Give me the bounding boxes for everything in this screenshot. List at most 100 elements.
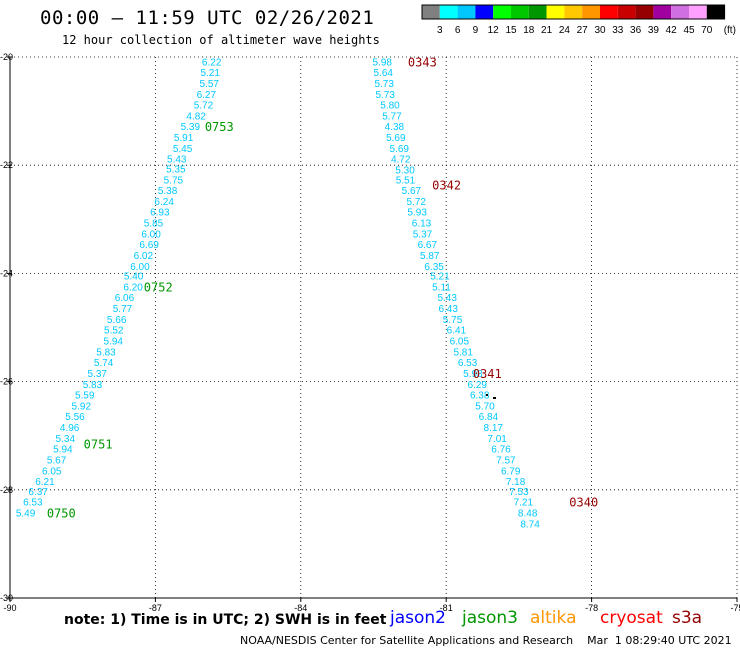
s3a-swh-label: 5.51 — [396, 175, 416, 186]
jason3-swh-label: 5.40 — [124, 272, 144, 283]
s3a-time-label: 0342 — [432, 179, 461, 193]
jason3-swh-label: 5.91 — [174, 133, 194, 144]
jason3-swh-label: 6.02 — [134, 251, 154, 262]
s3a-swh-label: 4.38 — [385, 122, 405, 133]
jason3-swh-label: 5.38 — [158, 186, 178, 197]
jason3-swh-label: 6.06 — [115, 293, 135, 304]
colorbar-label: 36 — [630, 25, 642, 36]
s3a-swh-label: 6.76 — [491, 445, 511, 456]
s3a-swh-label: 4.72 — [391, 155, 411, 166]
s3a-swh-label: 5.77 — [382, 111, 402, 122]
colorbar-frame — [421, 4, 726, 20]
legend-jason2: jason2 — [390, 608, 446, 628]
jason3-swh-label: 6.20 — [123, 282, 143, 293]
y-tick-label: -20 — [0, 52, 13, 62]
jason3-swh-label: 5.72 — [194, 101, 214, 112]
colorbar-swatch — [439, 5, 458, 19]
colorbar-label: 70 — [701, 25, 713, 36]
footer-note: note: 1) Time is in UTC; 2) SWH is in fe… — [64, 612, 387, 628]
jason3-swh-label: 5.94 — [53, 445, 73, 456]
jason3-swh-label: 6.05 — [42, 466, 62, 477]
legend-cryosat: cryosat — [600, 608, 663, 628]
y-tick-label: -28 — [0, 485, 13, 495]
s3a-swh-label: 5.81 — [453, 347, 473, 358]
colorbar-swatch — [493, 5, 511, 19]
jason3-swh-label: 6.21 — [35, 477, 55, 488]
x-tick-label: -78 — [585, 603, 598, 613]
x-tick-label: -87 — [149, 603, 162, 613]
colorbar-label: 21 — [541, 25, 553, 36]
jason3-swh-label: 5.92 — [72, 401, 92, 412]
s3a-swh-label: 6.13 — [412, 219, 432, 230]
s3a-swh-label: 5.98 — [373, 57, 393, 68]
y-tick-label: -30 — [0, 593, 13, 603]
jason3-time-label: 0753 — [205, 120, 234, 134]
s3a-swh-label: 6.29 — [468, 380, 488, 391]
colorbar-label: 33 — [612, 25, 624, 36]
jason3-swh-label: 5.66 — [107, 315, 127, 326]
y-tick-label: -22 — [0, 160, 13, 170]
colorbar-legend: 3 6 9 12 15 18 21 24 27 30 33 36 39 42 45 70 (ft) — [421, 4, 736, 36]
colorbar-label: 39 — [648, 25, 660, 36]
s3a-swh-label: 5.37 — [413, 229, 433, 240]
chart-subtitle: 12 hour collection of altimeter wave hei… — [62, 33, 380, 47]
jason3-swh-label: 6.53 — [23, 498, 43, 509]
s3a-swh-label: 5.67 — [402, 186, 422, 197]
jason3-swh-label: 6.27 — [197, 90, 217, 101]
colorbar-label: 30 — [594, 25, 606, 36]
colorbar-swatch — [564, 5, 583, 19]
s3a-swh-label: 7.57 — [496, 456, 516, 467]
jason3-time-label: 0752 — [144, 280, 173, 294]
legend-altika: altika — [530, 608, 577, 628]
s3a-swh-label: 5.70 — [475, 401, 495, 412]
colorbar-label: 24 — [559, 25, 571, 36]
jason3-swh-label: 6.37 — [28, 487, 48, 498]
jason3-swh-label: 5.83 — [83, 380, 103, 391]
x-tick-label: -75 — [730, 603, 740, 613]
jason3-swh-label: 5.56 — [65, 412, 85, 423]
s3a-swh-label: 5.11 — [432, 282, 451, 293]
jason3-swh-label: 5.45 — [173, 144, 193, 155]
jason3-swh-label: 5.85 — [144, 219, 164, 230]
jason3-swh-label: 5.37 — [88, 369, 108, 380]
jason3-swh-label: 5.52 — [104, 326, 124, 337]
jason3-swh-label: 5.59 — [75, 391, 95, 402]
colorbar-swatch — [475, 5, 494, 19]
legend-s3a: s3a — [672, 608, 703, 628]
colorbar-swatch — [457, 5, 476, 19]
s3a-swh-label: 5.64 — [374, 68, 394, 79]
jason3-swh-label: 5.21 — [200, 68, 220, 79]
colorbar-label: 27 — [577, 25, 589, 36]
jason3-swh-label: 5.75 — [164, 175, 184, 186]
s3a-swh-label: 7.53 — [509, 487, 529, 498]
colorbar-swatch — [546, 5, 565, 19]
colorbar-swatch — [511, 5, 529, 19]
s3a-swh-label: 5.73 — [375, 90, 395, 101]
s3a-swh-label: 6.05 — [450, 336, 470, 347]
colorbar-label: 6 — [455, 25, 461, 36]
s3a-swh-label: 7.21 — [514, 498, 534, 509]
jason3-swh-label: 5.49 — [16, 509, 36, 520]
s3a-swh-label: 5.98 — [463, 369, 483, 380]
jason3-swh-label: 6.00 — [141, 229, 161, 240]
s3a-swh-label: 6.41 — [447, 326, 467, 337]
chart-title: 00:00 – 11:59 UTC 02/26/2021 — [40, 7, 375, 29]
jason3-swh-label: 5.83 — [96, 347, 116, 358]
s3a-swh-label: 5.43 — [437, 293, 457, 304]
s3a-swh-label: 6.43 — [438, 304, 458, 315]
s3a-swh-label: 8.17 — [484, 423, 504, 434]
s3a-swh-label: 5.30 — [395, 166, 415, 177]
colorbar-label: 42 — [666, 25, 678, 36]
colorbar-swatch — [706, 5, 725, 19]
s3a-swh-label: 5.69 — [386, 133, 406, 144]
jason3-swh-label: 6.93 — [150, 208, 170, 219]
s3a-swh-label: 5.87 — [420, 251, 440, 262]
jason3-swh-label: 6.24 — [154, 197, 174, 208]
y-tick-label: -24 — [0, 268, 13, 278]
s3a-swh-label: 5.72 — [406, 197, 426, 208]
s3a-swh-label: 6.53 — [458, 358, 478, 369]
x-tick-label: -84 — [294, 603, 307, 613]
jason3-swh-label: 5.74 — [94, 358, 114, 369]
s3a-time-label: 0341 — [473, 367, 502, 381]
